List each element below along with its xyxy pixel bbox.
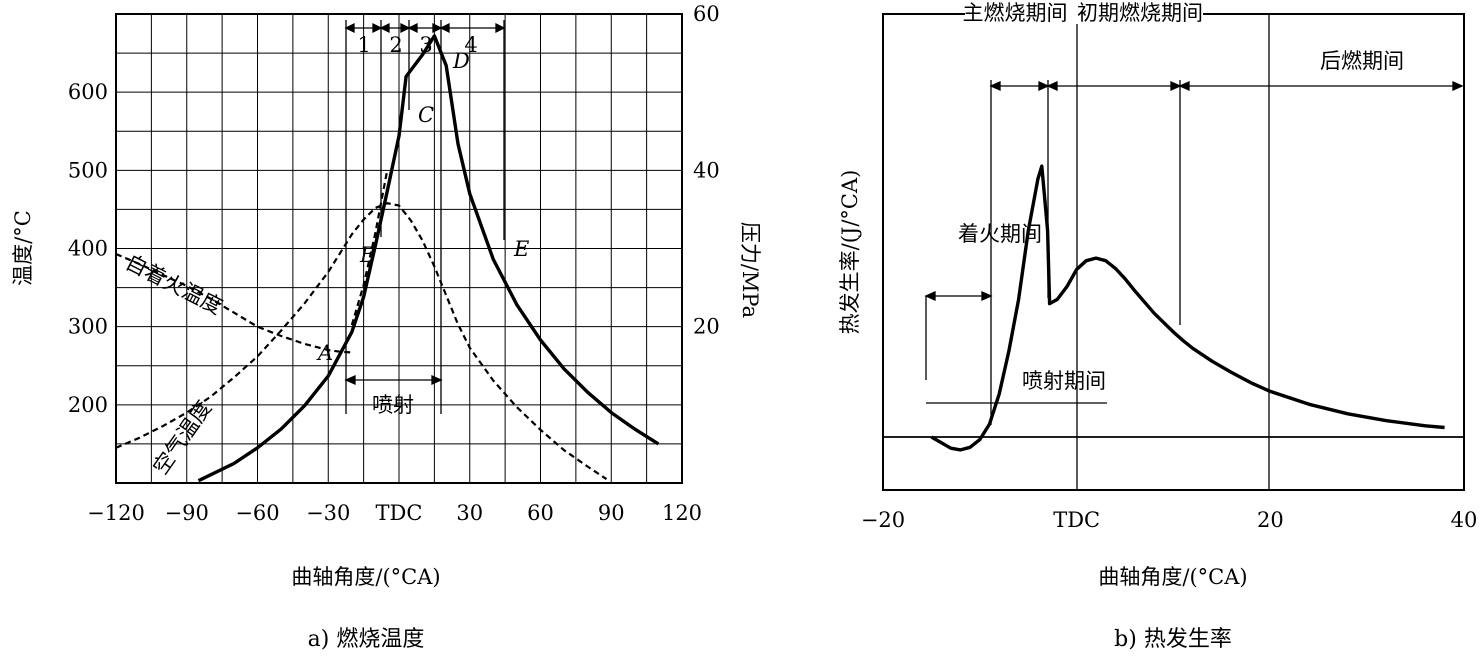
panel-b-ylabel: 热发生率/(J/°CA): [838, 170, 862, 335]
point-e-label: E: [513, 237, 529, 261]
panel-a-y-tick-label: 500: [68, 158, 108, 182]
panel-b-x-tick-label: −20: [861, 508, 905, 532]
point-d-label: D: [452, 49, 470, 73]
phase-label-3: 3: [419, 33, 432, 57]
panel-a-x-tick-label: −60: [235, 501, 279, 525]
initial-combustion-period-label: 初期燃烧期间: [1077, 1, 1203, 25]
panel-a-x-tick-label: 60: [527, 501, 554, 525]
ignition-period-text: 着火期间: [958, 222, 1042, 246]
heat-release-curve: [930, 164, 1445, 452]
panel-a-caption: a) 燃烧温度: [308, 627, 425, 652]
injection-label: 喷射: [372, 393, 414, 417]
panel-a: −120 −90 −60 −30 TDC 30 60 90 120 20030040050060…: [11, 2, 762, 652]
panel-a-phase-markers: [344, 20, 506, 414]
phase-label-1: 1: [357, 33, 370, 57]
phase-label-2: 2: [389, 33, 402, 57]
panel-b-x-tick-label: TDC: [1053, 508, 1100, 532]
ignition-period-label: 着火期间: [958, 222, 1042, 246]
panel-a-x-tick-label: TDC: [376, 501, 423, 525]
main-combustion-period-text: 主燃烧期间: [963, 1, 1068, 25]
panel-a-y2-tick-label: 40: [693, 158, 720, 182]
panel-b-caption: b) 热发生率: [1114, 627, 1232, 652]
panel-a-x-tick-label: −90: [165, 501, 209, 525]
main-combustion-period-label: 主燃烧期间: [963, 1, 1068, 25]
air-temperature-label: 空气温度: [148, 396, 216, 479]
point-c-label: C: [418, 103, 434, 127]
panel-a-phase-labels: 1 2 3 4: [357, 33, 477, 57]
panel-a-xlabel: 曲轴角度/(°CA): [291, 565, 440, 589]
panel-a-y2-tick-label: 60: [693, 2, 720, 26]
panel-a-ylabel: 温度/°C: [11, 210, 35, 286]
panel-a-x-tick-label: 90: [598, 501, 625, 525]
panel-b-series: [930, 164, 1445, 452]
injection-period-label: 喷射期间: [1022, 369, 1106, 393]
panel-b-x-tick-label: 40: [1451, 508, 1478, 532]
autoignition-temperature-extension: [350, 170, 389, 326]
air-temperature-curve: [115, 202, 608, 481]
autoignition-temperature-label: 自着火温度: [122, 250, 226, 319]
panel-a-y2-ticks: 20 40 60: [693, 2, 720, 339]
panel-a-y-tick-label: 300: [68, 315, 108, 339]
pressure-curve: [197, 34, 660, 483]
panel-a-grid: [116, 14, 682, 483]
panel-a-y-tick-label: 200: [68, 393, 108, 417]
panel-a-x-tick-label: −120: [87, 501, 145, 525]
panel-a-x-tick-label: 30: [456, 501, 483, 525]
panel-b-phase-labels: 着火期间 主燃烧期间 初期燃烧期间 后燃期间 喷射期间: [958, 0, 1404, 393]
phase-label-4: 4: [464, 33, 477, 57]
panel-b-phase-markers: [924, 80, 1464, 425]
panel-b-x-tick-label: 20: [1257, 508, 1284, 532]
point-b-label: B: [359, 243, 375, 267]
panel-a-x-tick-label: 120: [662, 501, 702, 525]
panel-a-y-tick-label: 600: [68, 80, 108, 104]
panel-b: −20 TDC 20 40 着火期间 主燃烧期间: [838, 0, 1477, 652]
autoignition-temperature-curve: [115, 252, 352, 354]
panel-a-y-tick-label: 400: [68, 237, 108, 261]
panel-a-series: [115, 34, 660, 483]
after-burning-period-label: 后燃期间: [1320, 49, 1404, 73]
panel-a-y2label: 压力/MPa: [738, 222, 762, 318]
panel-a-x-ticks: −120 −90 −60 −30 TDC 30 60 90 120: [87, 501, 702, 525]
point-a-label: A: [316, 341, 333, 365]
panel-b-xlabel: 曲轴角度/(°CA): [1098, 565, 1247, 589]
panel-a-frame: [115, 13, 683, 484]
panel-a-x-tick-label: −30: [306, 501, 350, 525]
panel-a-y-ticks: 200 300 400 500 600: [68, 80, 108, 417]
panel-a-y2-tick-label: 20: [693, 315, 720, 339]
panel-b-x-ticks: −20 TDC 20 40: [861, 508, 1478, 532]
initial-combustion-period-text: 初期燃烧期间: [1077, 1, 1203, 25]
